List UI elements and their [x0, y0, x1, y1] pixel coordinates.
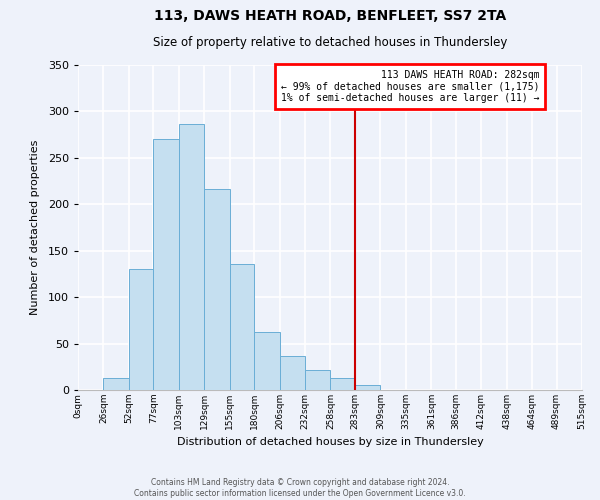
Bar [179, 124, 204, 390]
Text: 113, DAWS HEATH ROAD, BENFLEET, SS7 2TA: 113, DAWS HEATH ROAD, BENFLEET, SS7 2TA [154, 9, 506, 23]
Bar [305, 370, 331, 390]
Bar [355, 386, 380, 390]
Bar [280, 356, 305, 390]
Bar [129, 270, 154, 390]
Bar [154, 140, 179, 390]
Bar [331, 378, 355, 390]
Bar [103, 378, 129, 390]
Text: 113 DAWS HEATH ROAD: 282sqm
← 99% of detached houses are smaller (1,175)
1% of s: 113 DAWS HEATH ROAD: 282sqm ← 99% of det… [281, 70, 539, 103]
Text: Size of property relative to detached houses in Thundersley: Size of property relative to detached ho… [153, 36, 507, 49]
Text: Contains HM Land Registry data © Crown copyright and database right 2024.
Contai: Contains HM Land Registry data © Crown c… [134, 478, 466, 498]
Bar [204, 190, 230, 390]
X-axis label: Distribution of detached houses by size in Thundersley: Distribution of detached houses by size … [176, 438, 484, 448]
Y-axis label: Number of detached properties: Number of detached properties [29, 140, 40, 315]
Bar [254, 332, 280, 390]
Bar [230, 264, 254, 390]
